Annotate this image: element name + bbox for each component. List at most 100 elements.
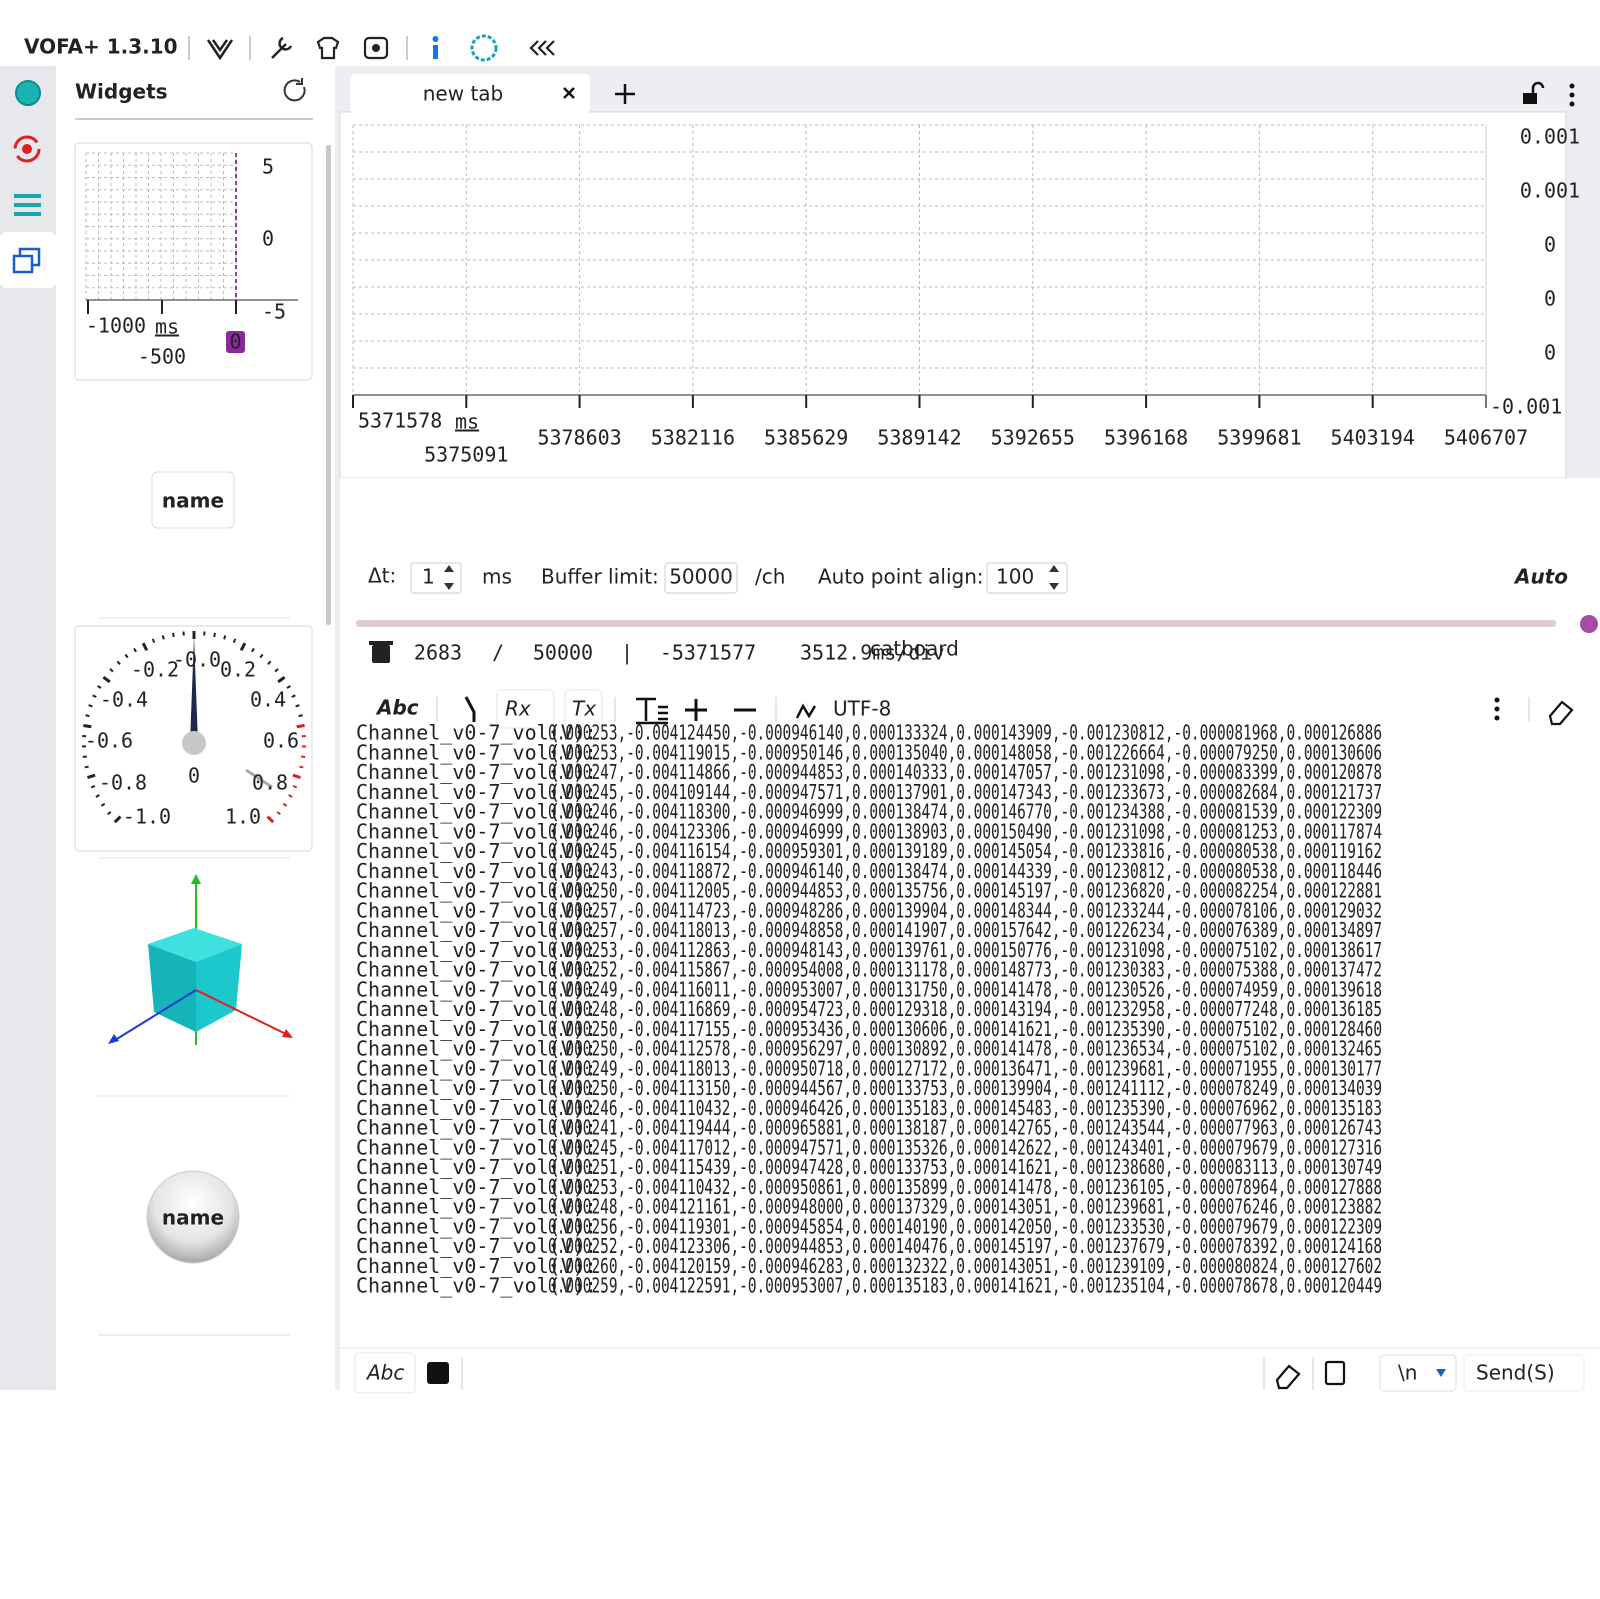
line-end-label: \n [1398,1361,1417,1385]
align-spinner[interactable] [1049,565,1059,590]
log-data: 0.000253,-0.004112863,-0.000948143,0.000… [548,938,1382,962]
log-data: 0.000245,-0.004109144,-0.000947571,0.000… [548,780,1382,804]
tab-add[interactable] [615,84,635,104]
separator: | [621,641,633,665]
log-data: 0.000249,-0.004116011,-0.000953007,0.000… [548,977,1382,1001]
log-data: 0.000253,-0.004110432,-0.000950861,0.000… [548,1175,1382,1199]
icon-lock[interactable] [1523,93,1537,104]
gauge-label: 0.8 [252,771,288,795]
gauge-tick [100,802,106,807]
log-data: 0.000246,-0.004118300,-0.000946999,0.000… [548,800,1382,824]
icon-encoding[interactable] [795,703,817,719]
slider-track[interactable] [356,620,1556,627]
icon-trash[interactable] [372,645,390,663]
round-button[interactable] [146,1170,240,1264]
x-tick-label: 5396168 [1104,426,1188,450]
gauge-label: 0.2 [220,658,256,682]
tx-button[interactable] [564,689,603,729]
icon-collapse[interactable] [529,40,555,56]
mini-x-unit: ms [155,315,179,339]
icon-refresh[interactable] [283,78,306,102]
gauge-tick [102,675,111,684]
send-button[interactable] [1463,1354,1585,1392]
log-channel: Channel_v0-7_vol(V): [356,898,597,922]
icon-eraser[interactable] [1548,700,1574,726]
mini-cursor-value: 0 [229,330,241,354]
app-title: VOFA+ 1.3.10 [24,35,178,59]
x-tick-label: 5375091 [424,443,508,467]
gauge-tick [213,632,216,638]
line-end-select[interactable] [1379,1354,1457,1392]
gauge-tick [266,815,275,824]
scrollbar[interactable] [326,145,331,625]
icon-text-format[interactable] [636,697,668,725]
gauge-tick [288,794,293,798]
gauge-label: -0.2 [131,658,179,682]
menu-dot [1494,706,1500,712]
mini-y-tick-label: 0 [262,227,274,251]
icon-cursor[interactable] [464,696,476,722]
gauge-tick [109,668,114,673]
axis-z [111,989,197,1043]
tab-close[interactable] [563,87,575,99]
icon-info[interactable] [433,45,438,59]
rx-button[interactable] [496,689,555,729]
gauge-tick [299,765,304,769]
log-data: 0.000247,-0.004114866,-0.000944853,0.000… [548,760,1382,784]
log-data: 0.000241,-0.004119444,-0.000965881,0.000… [548,1116,1382,1140]
gauge-tick [274,668,279,673]
tab[interactable] [350,74,590,114]
icon-zoom-in[interactable] [685,699,707,721]
gauge-tick [124,653,129,659]
push-button[interactable] [151,471,235,529]
icon-connect[interactable] [15,80,41,106]
log-channel: Channel_v0-7_vol(V): [356,879,597,903]
menu-dot[interactable] [1494,697,1500,703]
send-label: Send(S) [1476,1361,1555,1385]
point-count: 2683 [414,641,462,665]
separator: / [492,641,504,665]
log-data: 0.000250,-0.004117155,-0.000953436,0.000… [548,1017,1382,1041]
log-data: 0.000260,-0.004120159,-0.000946283,0.000… [548,1254,1382,1278]
icon-file-send[interactable] [427,1362,449,1384]
icon-capture[interactable] [363,36,389,60]
console-area [340,478,1600,1390]
icon-menu[interactable] [14,194,41,216]
icon-logo[interactable] [206,39,234,61]
buffer-unit: /ch [755,565,785,589]
send-format-button[interactable] [354,1352,416,1394]
icon-history[interactable] [1324,1360,1346,1386]
x-tick-label: 5403194 [1331,426,1415,450]
x-tick-label: 5392655 [991,426,1075,450]
encoding-label[interactable]: UTF-8 [833,697,891,721]
gauge-tick [232,638,237,643]
x-tick-label: 5389142 [877,426,961,450]
icon-lock-shackle [1531,81,1545,93]
offset: -5371577 [660,641,756,665]
slider-thumb[interactable] [1580,615,1598,633]
align-input[interactable] [986,562,1068,594]
icon-shirt[interactable] [316,36,340,60]
rx-label: Rx [505,697,531,721]
dt-input[interactable] [410,562,462,594]
log-data: 0.000246,-0.004110432,-0.000946426,0.000… [548,1096,1382,1120]
menu-dot[interactable] [1569,83,1575,89]
log-channel: Channel_v0-7_vol(V): [356,839,597,863]
dt-unit: ms [482,565,512,589]
gauge-tick [113,815,122,824]
icon-tools[interactable] [271,36,293,59]
log-channel: Channel_v0-7_vol(V): [356,977,597,1001]
y-tick-label: 0 [1544,287,1556,311]
log-channel: Channel_v0-7_vol(V): [356,997,597,1021]
log-channel: Channel_v0-7_vol(V): [356,859,597,883]
buffer-input[interactable] [664,562,738,594]
icon-record[interactable] [13,135,41,163]
icon-fingerprint[interactable] [470,34,498,62]
auto-button[interactable]: Auto [1513,565,1568,589]
icon-clear-send[interactable] [1275,1364,1301,1390]
format-button[interactable]: Abc [375,696,419,720]
dt-spinner[interactable] [444,565,454,590]
log-channel: Channel_v0-7_vol(V): [356,1017,597,1041]
select-arrow [1436,1369,1446,1377]
dt-label: Δt: [368,564,396,588]
